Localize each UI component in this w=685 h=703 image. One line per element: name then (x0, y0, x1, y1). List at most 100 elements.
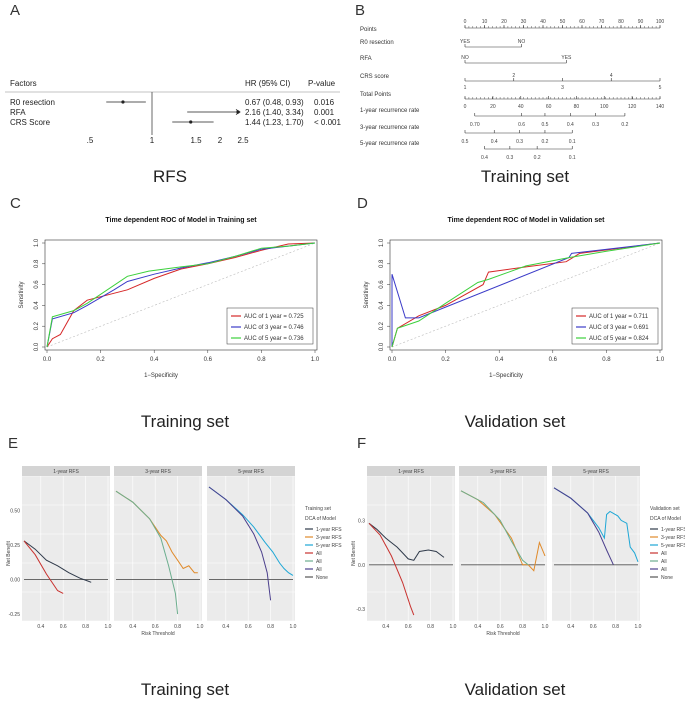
nomogram-tick-label: 40 (540, 19, 546, 25)
dca-x-tick-label: 0.4 (37, 624, 44, 630)
forest-factor-label: CRS Score (10, 118, 51, 127)
nomogram-row-label: 1-year recurrence rate (360, 108, 420, 114)
dca-x-tick-label: 0.6 (497, 624, 504, 630)
roc-x-axis-label: 1−Specificity (489, 373, 523, 379)
nomogram-tick-label: 0.2 (534, 155, 541, 161)
nomogram-tick-label: NO (518, 39, 526, 45)
dca-legend-label: None (661, 575, 673, 581)
dca-legend-title: Training set (305, 506, 332, 512)
roc-y-tick-label: 0.0 (379, 342, 385, 351)
nomogram-tick-label: 80 (618, 19, 624, 25)
dca-legend-label: All (316, 567, 322, 573)
nomogram-row-label: RFA (360, 56, 372, 62)
dca-x-tick-label: 0.8 (612, 624, 619, 630)
roc-title: Time dependent ROC of Model in Training … (105, 217, 257, 224)
dca-x-tick-label: 0.4 (382, 624, 389, 630)
forest-tick-label: 2 (218, 136, 223, 145)
roc-series-line (391, 242, 661, 348)
forest-point (189, 120, 193, 124)
dca-facet-panel (207, 466, 295, 621)
dca-facet-strip (22, 466, 110, 476)
dca-facet-panel (459, 466, 547, 621)
dca-x-tick-label: 0.6 (60, 624, 67, 630)
nomogram-tick-label: 0.3 (592, 122, 599, 128)
nomogram-tick-label: 0.6 (518, 122, 525, 128)
nomogram-tick-label: 0.5 (462, 139, 469, 145)
nomogram-tick-label: 80 (574, 104, 580, 110)
nomogram-tick-label: 90 (638, 19, 644, 25)
roc-legend-label: AUC of 3 year = 0.746 (244, 325, 304, 331)
nomogram-tick-label: 0.3 (506, 155, 513, 161)
nomogram-tick-label: 0 (464, 104, 467, 110)
roc-legend-label: AUC of 1 year = 0.725 (244, 314, 304, 320)
dca-curve (208, 486, 272, 601)
dca-legend-title: Validation set (650, 506, 680, 512)
dca-facet-title: 1-year RFS (398, 469, 424, 475)
dca-facet-panel (367, 466, 455, 621)
roc-chart-validation: Time dependent ROC of Model in Validatio… (364, 217, 665, 379)
dca-legend-label: None (316, 575, 328, 581)
nomogram-tick-label: 1 (464, 85, 467, 91)
caption-a: RFS (153, 167, 187, 186)
dca-y-tick-label: 0.25 (10, 543, 20, 549)
forest-header-p: P-value (308, 79, 336, 88)
nomogram-tick-label: 40 (518, 104, 524, 110)
roc-x-tick-label: 0.6 (204, 357, 213, 363)
nomogram-tick-label: 0.2 (621, 122, 628, 128)
roc-y-axis-label: Sensitivity (364, 281, 370, 308)
dca-y-tick-label: -0.3 (356, 607, 365, 613)
dca-curve (553, 487, 614, 566)
nomogram-tick-label: 100 (656, 19, 665, 25)
roc-legend-label: AUC of 1 year = 0.711 (589, 314, 649, 320)
roc-legend-label: AUC of 3 year = 0.691 (589, 325, 649, 331)
roc-y-tick-label: 0.6 (34, 280, 40, 289)
nomogram-tick-label: 0 (464, 19, 467, 25)
dca-x-tick-label: 0.6 (152, 624, 159, 630)
roc-x-tick-label: 0.2 (96, 357, 105, 363)
dca-chart-validation: 1-year RFS 0.4 0.6 0.8 1.0 3-year RFS 0.4 0.6 0.… (351, 466, 685, 637)
roc-legend-box (571, 307, 659, 345)
forest-tick-label: 1 (150, 136, 155, 145)
panel-label-d: D (357, 195, 368, 212)
roc-x-tick-label: 0.0 (388, 357, 397, 363)
dca-legend-subtitle: DCA of Model (650, 516, 681, 522)
dca-x-tick-label: 1.0 (450, 624, 457, 630)
dca-facet-strip (367, 466, 455, 476)
forest-tick-label: 2.5 (237, 136, 249, 145)
nomogram-tick-label: 0.4 (481, 155, 488, 161)
roc-series-line (391, 242, 661, 347)
dca-x-tick-label: 0.8 (82, 624, 89, 630)
dca-curve (23, 540, 64, 594)
roc-series-line (46, 242, 316, 348)
panel-label-e: E (8, 435, 19, 452)
nomogram-tick-label: 0.1 (569, 155, 576, 161)
roc-chart-training: Time dependent ROC of Model in Training … (19, 217, 320, 379)
dca-facet-title: 3-year RFS (490, 469, 516, 475)
nomogram-tick-label: 3 (561, 85, 564, 91)
dca-y-axis-label: Net Benefit (6, 541, 12, 566)
nomogram-row-label: 3-year recurrence rate (360, 125, 420, 131)
roc-x-tick-label: 0.2 (441, 357, 450, 363)
nomogram-tick-label: 70 (599, 19, 605, 25)
nomogram-tick-label: 0.2 (541, 139, 548, 145)
dca-facet-strip (552, 466, 640, 476)
nomogram-tick-label: 2 (512, 73, 515, 79)
dca-curve (368, 522, 415, 616)
nomogram-tick-label: 10 (482, 19, 488, 25)
nomogram-tick-label: YES (460, 39, 471, 45)
dca-legend-subtitle: DCA of Model (305, 516, 336, 522)
roc-y-tick-label: 1.0 (379, 238, 385, 247)
dca-legend-label: All (316, 551, 322, 557)
caption-b: Training set (480, 167, 570, 186)
roc-plot-frame (389, 239, 663, 351)
dca-legend-label: 1-year RFS (661, 527, 685, 533)
roc-x-tick-label: 0.0 (43, 357, 52, 363)
dca-facet-panel (114, 466, 202, 621)
nomogram-tick-label: 100 (600, 104, 609, 110)
roc-x-tick-label: 1.0 (656, 357, 665, 363)
caption-f: Validation set (464, 680, 566, 699)
panel-label-c: C (10, 195, 21, 212)
dca-x-tick-label: 0.4 (222, 624, 229, 630)
nomogram-row-label: R0 resection (360, 40, 394, 46)
